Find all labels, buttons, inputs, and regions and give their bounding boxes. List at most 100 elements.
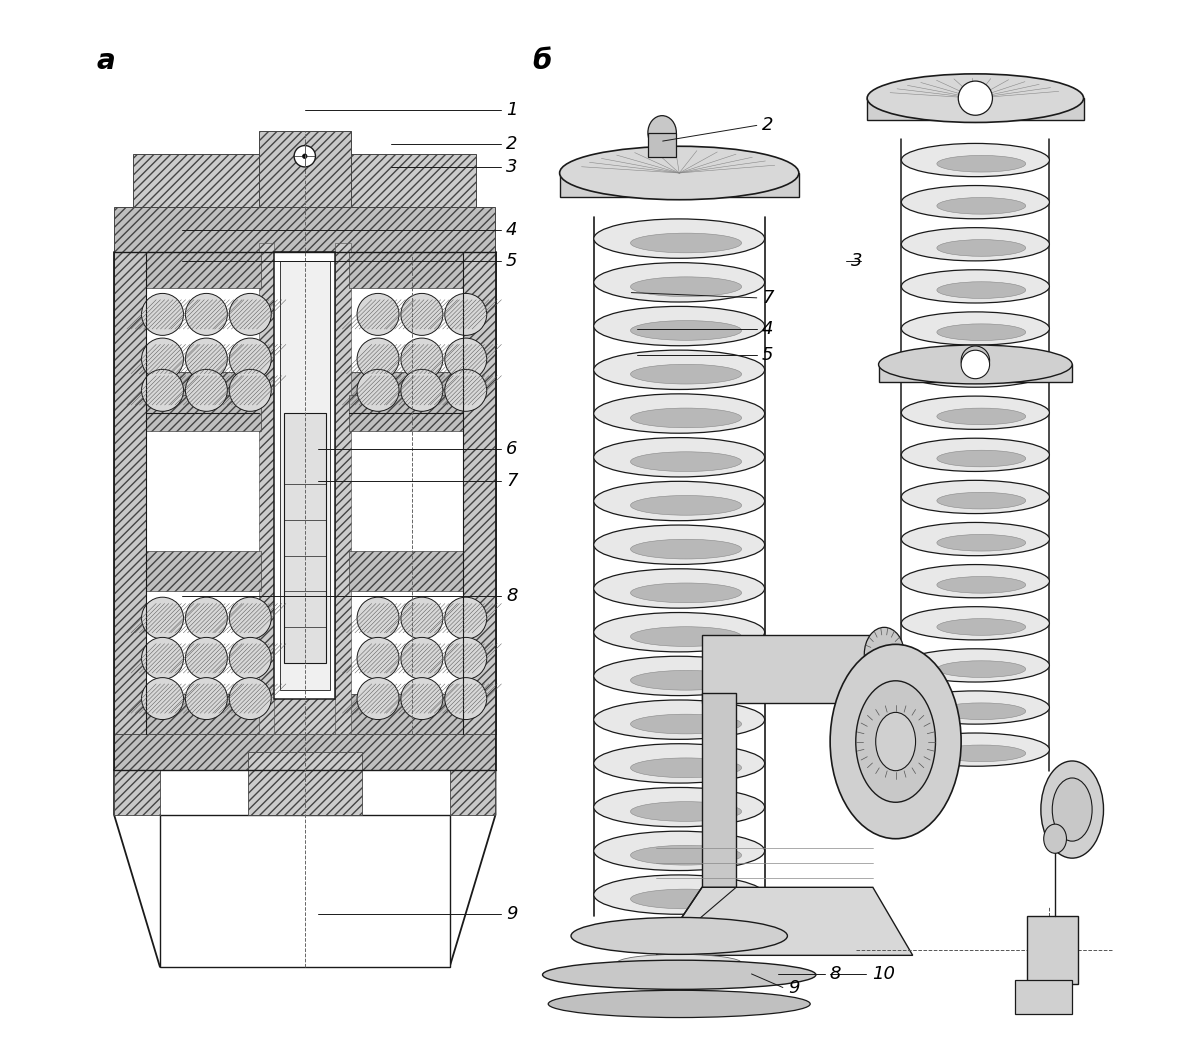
Ellipse shape (630, 802, 742, 821)
Ellipse shape (630, 277, 742, 297)
Ellipse shape (961, 346, 990, 375)
Text: 5: 5 (762, 346, 774, 365)
Bar (160, 815, 450, 967)
Circle shape (142, 677, 184, 720)
Ellipse shape (630, 495, 742, 515)
Bar (335, 242, 350, 735)
Bar (702, 634, 872, 702)
Bar (259, 132, 350, 207)
Ellipse shape (594, 700, 764, 740)
Ellipse shape (937, 366, 1026, 382)
Text: 1: 1 (506, 100, 517, 119)
Ellipse shape (594, 568, 764, 608)
Ellipse shape (937, 409, 1026, 424)
Circle shape (445, 339, 487, 380)
Ellipse shape (594, 262, 764, 302)
Bar (856, 693, 913, 771)
Bar (247, 752, 362, 815)
Bar (114, 770, 160, 815)
Ellipse shape (594, 788, 764, 827)
Ellipse shape (594, 525, 764, 564)
Ellipse shape (901, 607, 1050, 640)
Text: 2: 2 (506, 135, 517, 154)
Circle shape (401, 369, 443, 412)
Circle shape (358, 339, 398, 380)
Ellipse shape (937, 703, 1026, 720)
Ellipse shape (937, 577, 1026, 594)
Ellipse shape (630, 714, 742, 734)
Circle shape (358, 294, 398, 335)
Circle shape (302, 154, 307, 159)
Circle shape (142, 637, 184, 679)
Circle shape (229, 677, 271, 720)
Ellipse shape (901, 649, 1050, 682)
Ellipse shape (594, 394, 764, 434)
Text: 5: 5 (506, 252, 517, 271)
Ellipse shape (901, 270, 1050, 303)
Circle shape (229, 369, 271, 412)
Ellipse shape (630, 583, 742, 603)
Ellipse shape (617, 937, 742, 954)
Ellipse shape (1052, 777, 1092, 841)
Bar (648, 133, 677, 157)
Bar (114, 252, 146, 735)
Ellipse shape (830, 645, 961, 839)
Ellipse shape (594, 438, 764, 477)
Polygon shape (559, 173, 799, 198)
Text: 3: 3 (851, 252, 863, 271)
Circle shape (401, 597, 443, 640)
Bar (349, 252, 463, 287)
Text: 10: 10 (871, 965, 895, 983)
Polygon shape (656, 887, 913, 955)
Ellipse shape (856, 680, 936, 803)
Ellipse shape (630, 408, 742, 427)
Ellipse shape (559, 146, 799, 200)
Bar (1027, 916, 1078, 984)
Text: 7: 7 (506, 471, 517, 490)
Text: б: б (532, 47, 552, 75)
Polygon shape (868, 98, 1084, 119)
Text: 8: 8 (506, 586, 517, 605)
Bar (114, 73, 496, 967)
Ellipse shape (594, 744, 764, 783)
Ellipse shape (548, 991, 810, 1018)
Ellipse shape (901, 186, 1050, 218)
Text: 7: 7 (762, 288, 774, 307)
Bar (463, 252, 496, 735)
Text: a: a (96, 47, 115, 75)
Ellipse shape (617, 954, 742, 972)
Circle shape (961, 350, 990, 378)
Bar (266, 403, 343, 735)
Polygon shape (878, 365, 1072, 382)
Circle shape (186, 339, 227, 380)
Ellipse shape (937, 198, 1026, 214)
Circle shape (186, 637, 227, 679)
Circle shape (358, 637, 398, 679)
Circle shape (401, 637, 443, 679)
Ellipse shape (630, 671, 742, 690)
Bar (284, 413, 325, 663)
Ellipse shape (630, 845, 742, 865)
Ellipse shape (571, 918, 787, 954)
Ellipse shape (901, 438, 1050, 471)
Ellipse shape (901, 691, 1050, 724)
Ellipse shape (864, 627, 904, 680)
Ellipse shape (594, 218, 764, 258)
Text: 9: 9 (788, 978, 799, 997)
Ellipse shape (901, 396, 1050, 429)
Circle shape (358, 597, 398, 640)
Circle shape (445, 294, 487, 335)
Text: 6: 6 (506, 440, 517, 459)
Bar (146, 372, 463, 413)
Ellipse shape (630, 758, 742, 777)
Ellipse shape (542, 960, 816, 990)
Ellipse shape (594, 875, 764, 914)
Circle shape (401, 294, 443, 335)
Circle shape (445, 637, 487, 679)
Circle shape (186, 369, 227, 412)
Bar (349, 395, 463, 431)
Ellipse shape (937, 156, 1026, 172)
Bar (259, 242, 275, 735)
Circle shape (229, 637, 271, 679)
Polygon shape (114, 770, 496, 967)
